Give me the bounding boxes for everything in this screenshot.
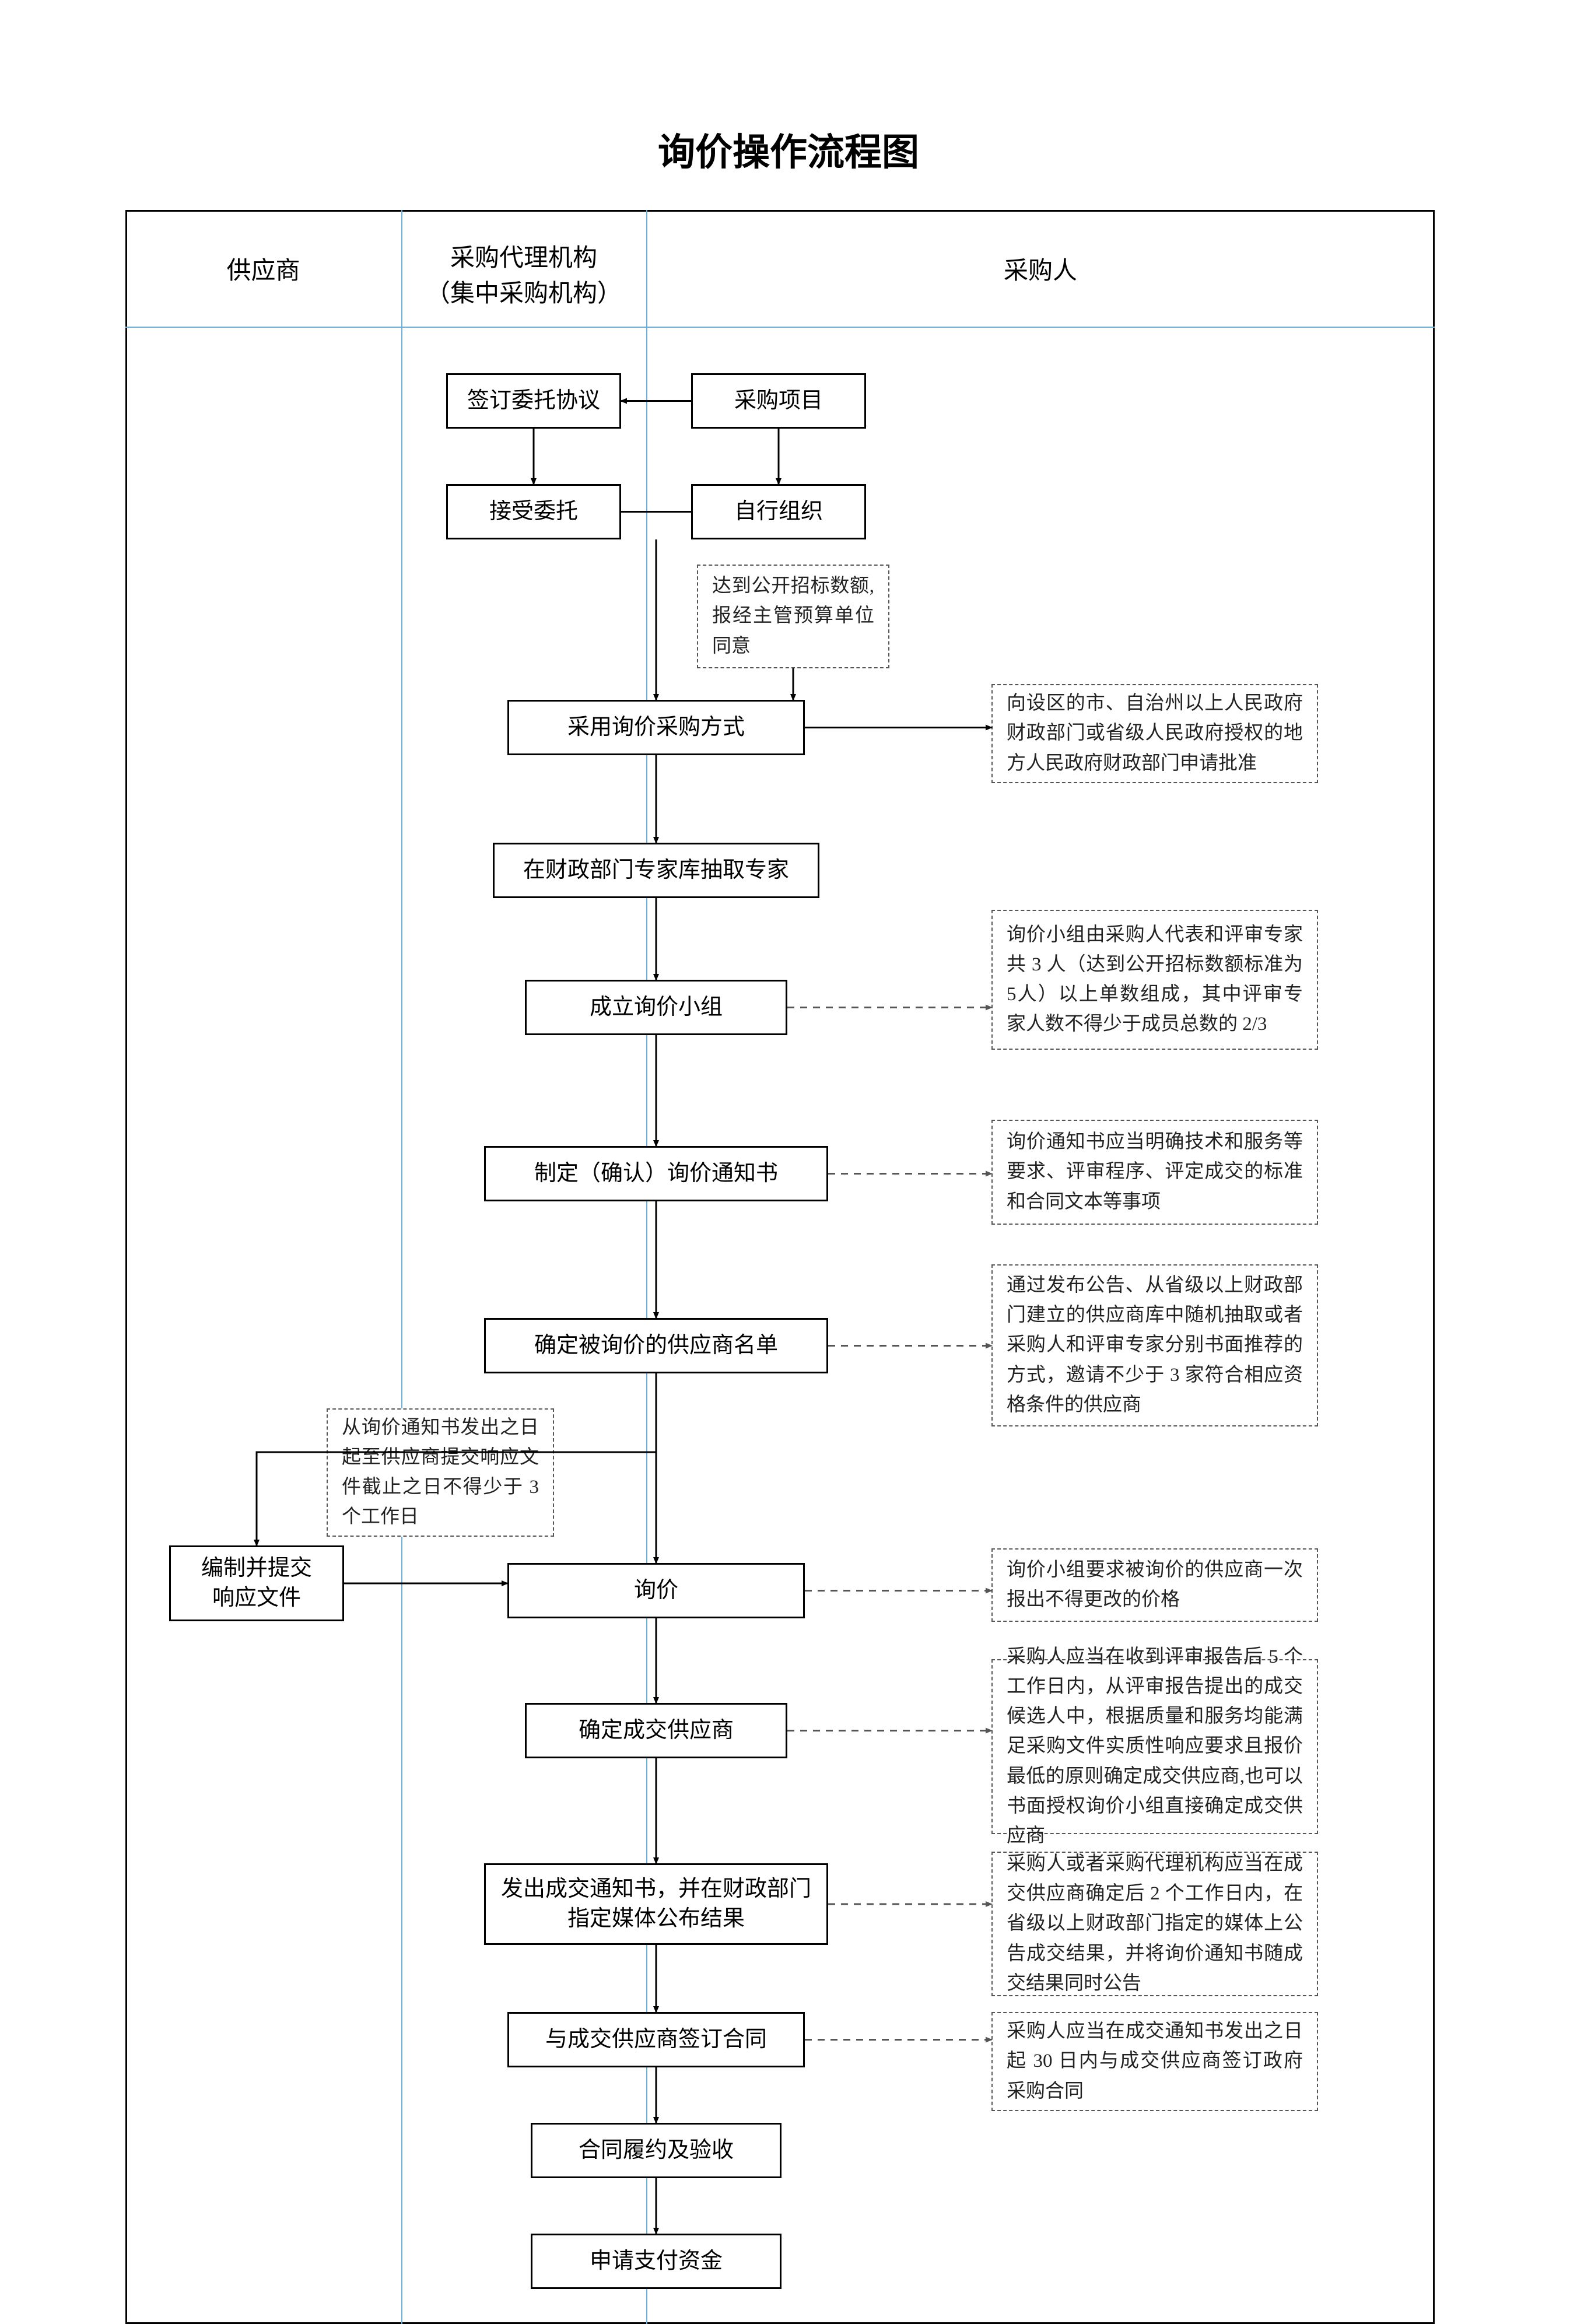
note-days: 从询价通知书发出之日起至供应商提交响应文件截止之日不得少于 3 个工作日: [327, 1408, 554, 1537]
box-deal: 确定成交供应商: [525, 1703, 787, 1758]
note-threshold: 达到公开招标数额,报经主管预算单位同意: [697, 565, 889, 668]
box-method: 采用询价采购方式: [507, 700, 805, 755]
box-response-file: 编制并提交 响应文件: [169, 1545, 344, 1621]
lane-header-purchaser: 采购人: [646, 251, 1435, 286]
box-sign-agreement: 签订委托协议: [446, 373, 621, 429]
box-publish: 发出成交通知书，并在财政部门指定媒体公布结果: [484, 1863, 828, 1945]
lane-divider-1: [401, 210, 402, 2324]
page-title: 询价操作流程图: [0, 122, 1577, 176]
note-sign-contract: 采购人应当在成交通知书发出之日起 30 日内与成交供应商签订政府采购合同: [991, 2012, 1318, 2111]
note-method: 向设区的市、自治州以上人民政府财政部门或省级人民政府授权的地方人民政府财政部门申…: [991, 684, 1318, 783]
box-team: 成立询价小组: [525, 980, 787, 1035]
box-inquiry: 询价: [507, 1563, 805, 1618]
box-perform: 合同履约及验收: [531, 2123, 782, 2178]
box-self-organize: 自行组织: [691, 484, 866, 539]
box-expert: 在财政部门专家库抽取专家: [493, 843, 819, 898]
note-list: 通过发布公告、从省级以上财政部门建立的供应商库中随机抽取或者采购人和评审专家分别…: [991, 1264, 1318, 1426]
note-notice: 询价通知书应当明确技术和服务等要求、评审程序、评定成交的标准和合同文本等事项: [991, 1120, 1318, 1225]
box-supplier-list: 确定被询价的供应商名单: [484, 1318, 828, 1373]
note-deal: 采购人应当在收到评审报告后 5 个工作日内，从评审报告提出的成交候选人中，根据质…: [991, 1659, 1318, 1834]
box-pay: 申请支付资金: [531, 2234, 782, 2289]
box-project: 采购项目: [691, 373, 866, 429]
flowchart-page: 询价操作流程图 供应商 采购代理机构 （集中采购机构） 采购人 签订委托协议 采…: [0, 0, 1577, 2234]
note-publish: 采购人或者采购代理机构应当在成交供应商确定后 2 个工作日内，在省级以上财政部门…: [991, 1852, 1318, 1996]
box-accept: 接受委托: [446, 484, 621, 539]
box-sign-contract: 与成交供应商签订合同: [507, 2012, 805, 2067]
lane-header-divider: [125, 327, 1435, 328]
note-inquiry: 询价小组要求被询价的供应商一次报出不得更改的价格: [991, 1548, 1318, 1622]
lane-header-supplier: 供应商: [125, 251, 401, 286]
note-team: 询价小组由采购人代表和评审专家共 3 人（达到公开招标数额标准为 5人）以上单数…: [991, 910, 1318, 1050]
lane-divider-2: [646, 210, 647, 2324]
lane-header-agent: 采购代理机构 （集中采购机构）: [401, 238, 646, 309]
box-notice: 制定（确认）询价通知书: [484, 1146, 828, 1201]
